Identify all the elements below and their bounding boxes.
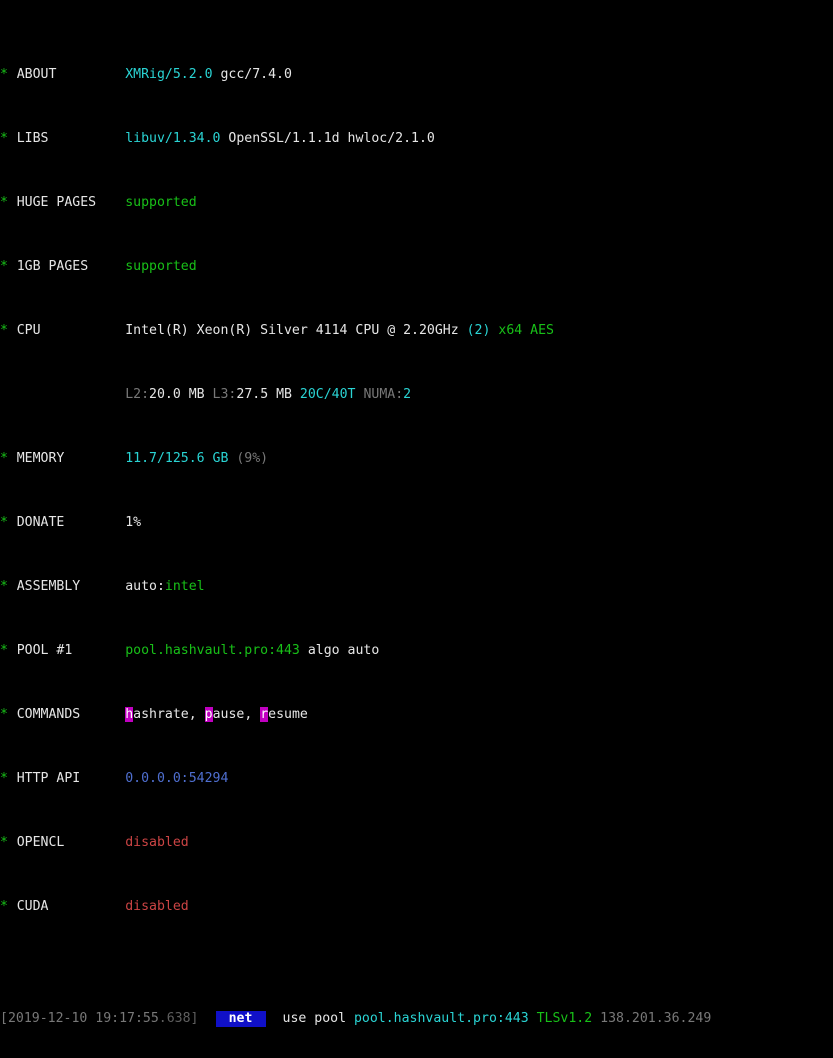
banner-value-cuda: disabled <box>125 899 189 914</box>
bullet-icon: * <box>0 515 8 530</box>
command-rest-resume: esume <box>268 707 308 722</box>
command-hotkey-pause[interactable]: p <box>204 707 213 722</box>
banner-label-donate: DONATE <box>16 515 65 530</box>
cache-l2-value: 20.0 MB <box>149 387 205 402</box>
banner-row-cuda: * CUDA disabled <box>0 899 833 915</box>
command-rest-hashrate: ashrate <box>133 707 189 722</box>
banner-value-donate: 1% <box>125 515 142 530</box>
log-pool-url: pool.hashvault.pro:443 <box>353 1011 529 1026</box>
banner-label-1gb-pages: 1GB PAGES <box>16 259 89 274</box>
log-timestamp-ms: .638] <box>158 1011 199 1026</box>
banner-label-memory: MEMORY <box>16 451 65 466</box>
banner-value-cpu-model: Intel(R) Xeon(R) Silver 4114 CPU @ 2.20G… <box>125 323 459 338</box>
bullet-icon: * <box>0 707 8 722</box>
banner-row-libs: * LIBS libuv/1.34.0 OpenSSL/1.1.1d hwloc/… <box>0 131 833 147</box>
banner-value-assembly: intel <box>164 579 205 594</box>
terminal-window[interactable]: * ABOUT XMRig/5.2.0 gcc/7.4.0 * LIBS libuv… <box>0 0 833 1027</box>
banner-label-cpu: CPU <box>16 323 41 338</box>
cache-l2-key: L2: <box>125 387 150 402</box>
bullet-icon: * <box>0 771 8 786</box>
banner-value-pool-algo: algo auto <box>307 643 380 658</box>
banner-row-cpu: * CPU Intel(R) Xeon(R) Silver 4114 CPU @ … <box>0 323 833 339</box>
banner-value-about-compiler: gcc/7.4.0 <box>220 67 292 82</box>
bullet-icon: * <box>0 643 8 658</box>
cpu-cores-threads: 20C/40T <box>299 387 356 402</box>
banner-row-pool: * POOL #1 pool.hashvault.pro:443 algo aut… <box>0 643 833 659</box>
cache-l3-value: 27.5 MB <box>236 387 292 402</box>
bullet-icon: * <box>0 899 8 914</box>
bullet-icon: * <box>0 451 8 466</box>
command-sep-0: , <box>188 707 205 722</box>
banner-label-libs: LIBS <box>16 131 49 146</box>
banner-row-donate: * DONATE 1% <box>0 515 833 531</box>
banner-label-http-api: HTTP API <box>16 771 81 786</box>
banner-row-huge-pages: * HUGE PAGES supported <box>0 195 833 211</box>
banner-label-cuda: CUDA <box>16 899 49 914</box>
command-rest-pause: ause <box>212 707 245 722</box>
bullet-icon: * <box>0 579 8 594</box>
banner-value-about-version: XMRig/5.2.0 <box>125 67 213 82</box>
banner-value-libs-rest: OpenSSL/1.1.1d hwloc/2.1.0 <box>228 131 435 146</box>
banner-row-http-api: * HTTP API 0.0.0.0:54294 <box>0 771 833 787</box>
log-row: [2019-12-10 19:17:55.638] net use pool p… <box>0 1011 833 1027</box>
banner-label-pool: POOL #1 <box>16 643 73 658</box>
command-hotkey-hashrate[interactable]: h <box>125 707 134 722</box>
banner-label-assembly: ASSEMBLY <box>16 579 81 594</box>
bullet-icon: * <box>0 323 8 338</box>
bullet-icon: * <box>0 67 8 82</box>
bullet-icon: * <box>0 131 8 146</box>
banner-row-about: * ABOUT XMRig/5.2.0 gcc/7.4.0 <box>0 67 833 83</box>
banner-value-opencl: disabled <box>125 835 189 850</box>
banner-value-memory-pct: (9%) <box>236 451 269 466</box>
banner-row-commands: * COMMANDS hashrate, pause, resume <box>0 707 833 723</box>
banner-value-libs-uv: libuv/1.34.0 <box>125 131 221 146</box>
banner-row-cpu-cache: L2:20.0 MB L3:27.5 MB 20C/40T NUMA:2 <box>0 387 833 403</box>
log-tag-net: net <box>215 1011 266 1027</box>
cache-l3-key: L3: <box>212 387 237 402</box>
numa-key: NUMA: <box>363 387 404 402</box>
banner-row-opencl: * OPENCL disabled <box>0 835 833 851</box>
bullet-icon: * <box>0 259 8 274</box>
banner-value-pool-url: pool.hashvault.pro:443 <box>125 643 300 658</box>
log-tls-version: TLSv1.2 <box>536 1011 593 1026</box>
log-text: use pool <box>282 1011 354 1026</box>
banner-value-cpu-flags: x64 AES <box>498 323 554 338</box>
command-hotkey-resume[interactable]: r <box>260 707 269 722</box>
bullet-icon: * <box>0 195 8 210</box>
banner-value-cpu-sockets: (2) <box>466 323 491 338</box>
bullet-icon: * <box>0 835 8 850</box>
banner-row-memory: * MEMORY 11.7/125.6 GB (9%) <box>0 451 833 467</box>
log-pool-ip: 138.201.36.249 <box>600 1011 712 1026</box>
banner-value-memory: 11.7/125.6 GB <box>125 451 229 466</box>
banner-row-1gb-pages: * 1GB PAGES supported <box>0 259 833 275</box>
banner-value-huge-pages: supported <box>125 195 197 210</box>
banner-value-assembly-prefix: auto: <box>125 579 165 594</box>
banner-label-opencl: OPENCL <box>16 835 65 850</box>
banner-value-1gb-pages: supported <box>125 259 197 274</box>
banner-label-huge-pages: HUGE PAGES <box>16 195 97 210</box>
log-timestamp: [2019-12-10 19:17:55 <box>0 1011 159 1026</box>
numa-value: 2 <box>403 387 412 402</box>
banner-label-about: ABOUT <box>16 67 57 82</box>
banner-row-assembly: * ASSEMBLY auto:intel <box>0 579 833 595</box>
banner-value-http-api: 0.0.0.0:54294 <box>125 771 229 786</box>
banner-label-commands: COMMANDS <box>16 707 81 722</box>
command-sep-1: , <box>244 707 261 722</box>
